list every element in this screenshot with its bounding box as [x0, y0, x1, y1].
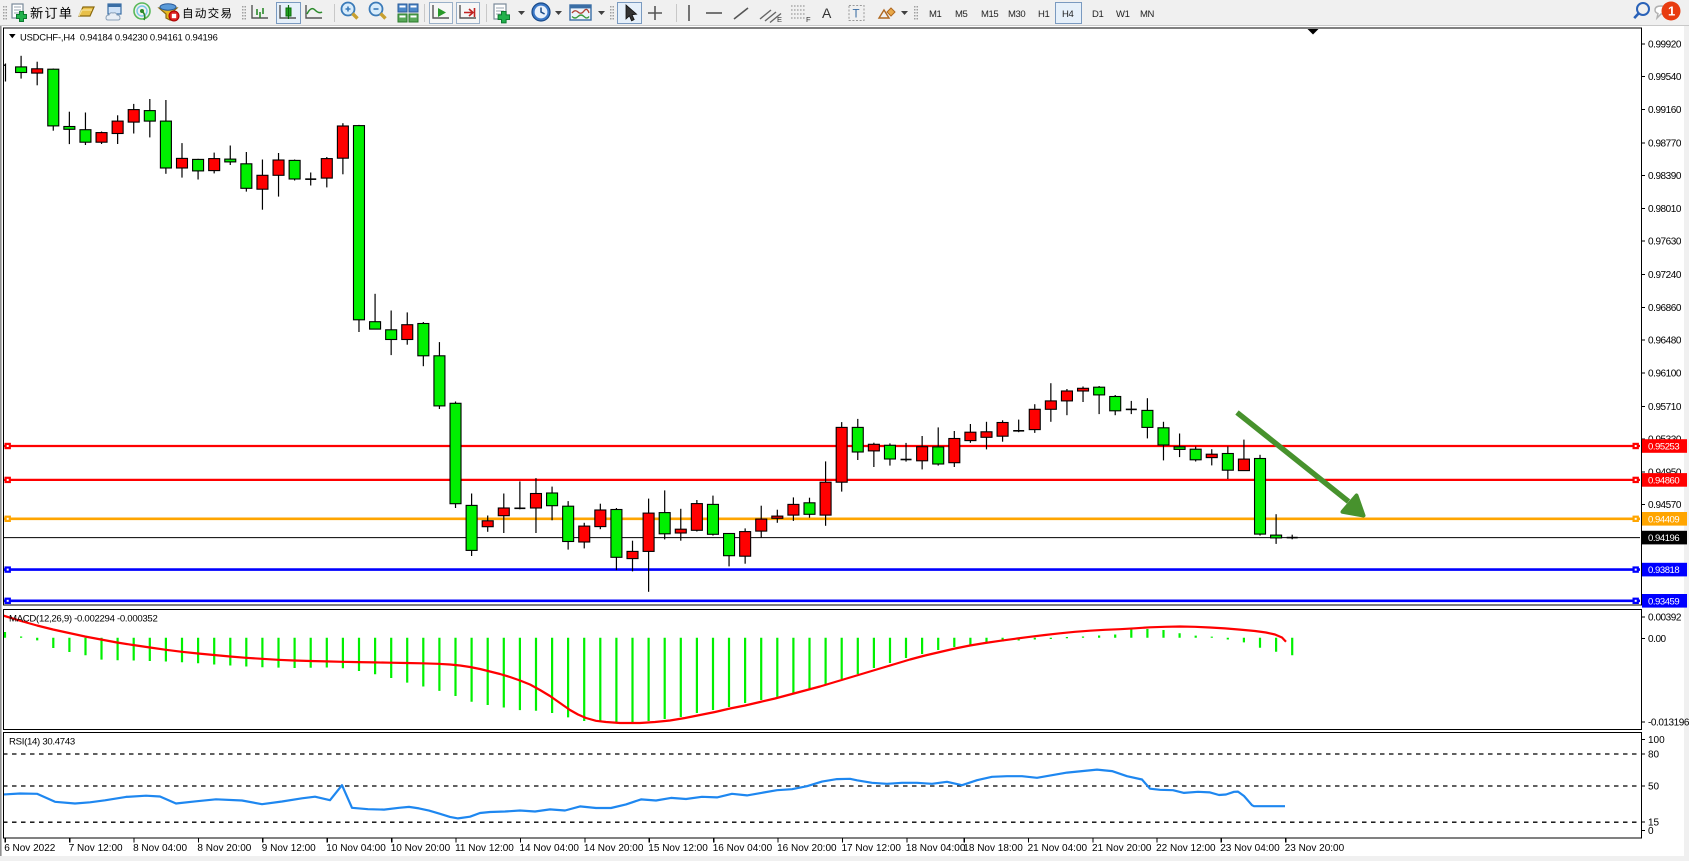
svg-text:M30: M30 [1008, 9, 1025, 20]
svg-text:9 Nov 12:00: 9 Nov 12:00 [262, 843, 316, 854]
svg-text:50: 50 [1648, 782, 1660, 793]
svg-text:0.94860: 0.94860 [1648, 476, 1679, 487]
svg-text:0.98770: 0.98770 [1648, 139, 1682, 150]
svg-text:0: 0 [1648, 826, 1654, 837]
svg-text:MACD(12,26,9) -0.002294 -0.000: MACD(12,26,9) -0.002294 -0.000352 [9, 614, 158, 625]
svg-text:18 Nov 18:00: 18 Nov 18:00 [963, 843, 1023, 854]
svg-text:M15: M15 [981, 9, 998, 20]
svg-text:T: T [853, 9, 860, 21]
svg-text:8 Nov 04:00: 8 Nov 04:00 [133, 843, 187, 854]
svg-text:18 Nov 04:00: 18 Nov 04:00 [906, 843, 966, 854]
svg-text:17 Nov 12:00: 17 Nov 12:00 [842, 843, 902, 854]
svg-text:0.96100: 0.96100 [1648, 368, 1682, 379]
svg-text:21 Nov 04:00: 21 Nov 04:00 [1028, 843, 1088, 854]
svg-text:8 Nov 20:00: 8 Nov 20:00 [197, 843, 251, 854]
svg-text:E: E [777, 15, 782, 24]
svg-text:0.94950: 0.94950 [1648, 467, 1682, 478]
svg-text:0.94570: 0.94570 [1648, 500, 1682, 511]
svg-text:23 Nov 20:00: 23 Nov 20:00 [1285, 843, 1345, 854]
svg-text:M1: M1 [929, 9, 942, 20]
svg-text:6 Nov 2022: 6 Nov 2022 [4, 843, 56, 854]
svg-text:D1: D1 [1092, 9, 1103, 20]
svg-text:1: 1 [1668, 4, 1675, 19]
svg-text:0.98010: 0.98010 [1648, 204, 1682, 215]
svg-text:A: A [822, 5, 832, 21]
svg-text:0.98390: 0.98390 [1648, 171, 1682, 182]
svg-text:H1: H1 [1038, 9, 1049, 20]
svg-text:0.00392: 0.00392 [1648, 612, 1682, 623]
svg-text:0.97240: 0.97240 [1648, 270, 1682, 281]
svg-text:0.95710: 0.95710 [1648, 402, 1682, 413]
svg-text:11 Nov 12:00: 11 Nov 12:00 [455, 843, 514, 854]
svg-text:RSI(14) 30.4743: RSI(14) 30.4743 [9, 737, 75, 748]
svg-text:0.93818: 0.93818 [1648, 565, 1679, 576]
svg-text:0.95253: 0.95253 [1648, 442, 1679, 453]
svg-text:0.97630: 0.97630 [1648, 237, 1682, 248]
svg-text:0.99540: 0.99540 [1648, 72, 1682, 83]
svg-text:M5: M5 [955, 9, 968, 20]
svg-text:0.94196: 0.94196 [1648, 533, 1679, 544]
svg-text:21 Nov 20:00: 21 Nov 20:00 [1092, 843, 1152, 854]
svg-text:23 Nov 04:00: 23 Nov 04:00 [1220, 843, 1280, 854]
svg-text:22 Nov 12:00: 22 Nov 12:00 [1156, 843, 1216, 854]
svg-text:14 Nov 04:00: 14 Nov 04:00 [520, 843, 580, 854]
svg-text:14 Nov 20:00: 14 Nov 20:00 [584, 843, 644, 854]
svg-text:0.93459: 0.93459 [1648, 596, 1679, 607]
svg-text:80: 80 [1648, 750, 1660, 761]
svg-text:16 Nov 04:00: 16 Nov 04:00 [713, 843, 773, 854]
svg-text:H4: H4 [1062, 9, 1073, 20]
svg-text:0.00: 0.00 [1648, 634, 1667, 645]
svg-text:0.99920: 0.99920 [1648, 40, 1682, 51]
svg-text:100: 100 [1648, 735, 1665, 746]
svg-text:W1: W1 [1116, 9, 1130, 20]
svg-text:0.96860: 0.96860 [1648, 303, 1682, 314]
svg-text:F: F [806, 15, 811, 24]
svg-text:15 Nov 12:00: 15 Nov 12:00 [648, 843, 708, 854]
svg-text:USDCHF-,H4 0.94184 0.94230 0.: USDCHF-,H4 0.94184 0.94230 0.94161 0.941… [20, 31, 218, 42]
svg-text:15: 15 [1648, 818, 1660, 829]
svg-text:16 Nov 20:00: 16 Nov 20:00 [777, 843, 837, 854]
svg-text:-0.013196: -0.013196 [1648, 717, 1689, 728]
svg-text:0.99160: 0.99160 [1648, 105, 1682, 116]
svg-text:0.96480: 0.96480 [1648, 336, 1682, 347]
svg-text:MN: MN [1140, 9, 1155, 20]
svg-text:10 Nov 04:00: 10 Nov 04:00 [326, 843, 386, 854]
svg-text:0.94409: 0.94409 [1648, 514, 1679, 525]
svg-text:7 Nov 12:00: 7 Nov 12:00 [69, 843, 123, 854]
svg-text:10 Nov 20:00: 10 Nov 20:00 [391, 843, 451, 854]
